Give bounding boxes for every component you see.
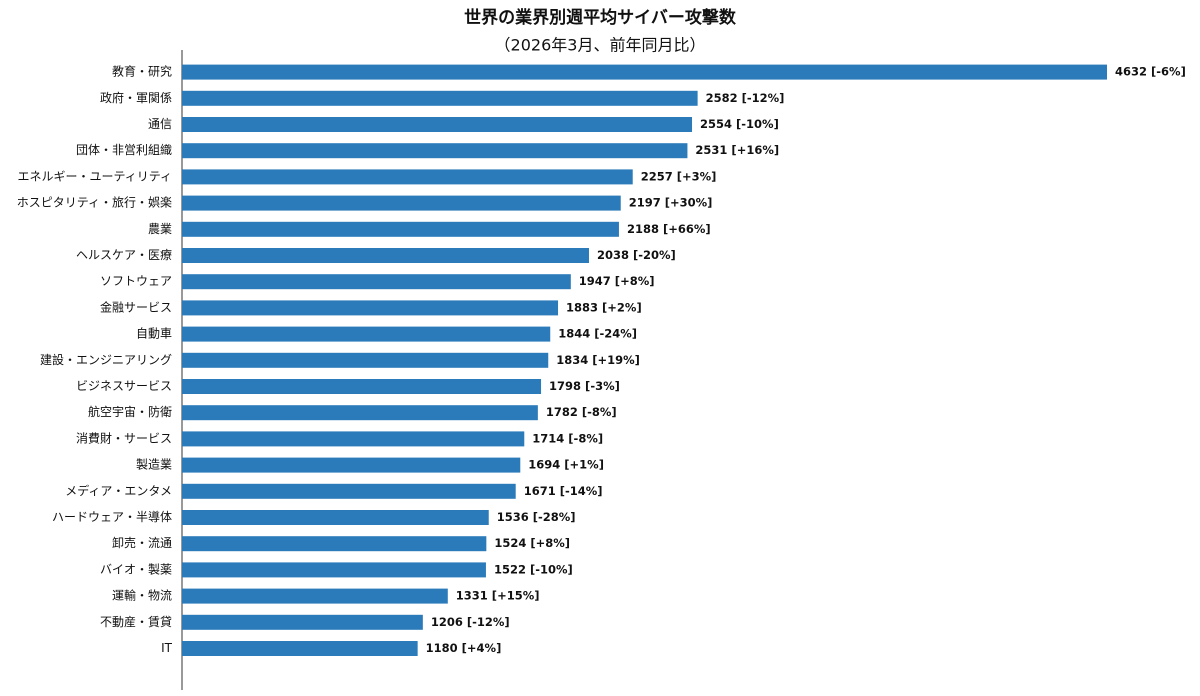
category-label: ヘルスケア・医療 bbox=[76, 248, 172, 262]
bar bbox=[182, 300, 559, 316]
category-label: 金融サービス bbox=[100, 299, 172, 314]
bar bbox=[182, 248, 589, 263]
value-label: 2197 [+30%] bbox=[629, 196, 713, 210]
bar bbox=[182, 614, 423, 630]
bar bbox=[182, 195, 621, 211]
category-label: 消費財・サービス bbox=[76, 430, 172, 445]
category-label: 運輸・物流 bbox=[112, 588, 172, 603]
value-label: 4632 [-6%] bbox=[1115, 65, 1186, 79]
category-label: 卸売・流通 bbox=[112, 535, 172, 550]
category-label: 通信 bbox=[148, 117, 172, 131]
value-label: 1524 [+8%] bbox=[494, 536, 570, 550]
bar bbox=[182, 562, 486, 578]
bar bbox=[182, 588, 448, 604]
bar bbox=[182, 483, 516, 499]
category-label: 自動車 bbox=[136, 327, 172, 341]
value-label: 1694 [+1%] bbox=[528, 458, 604, 472]
value-label: 1522 [-10%] bbox=[494, 562, 573, 576]
category-label: ホスピタリティ・旅行・娯楽 bbox=[17, 196, 172, 210]
bar bbox=[182, 352, 549, 368]
value-label: 1844 [-24%] bbox=[558, 327, 637, 341]
category-label: バイオ・製薬 bbox=[100, 562, 172, 576]
category-label: 政府・軍関係 bbox=[100, 90, 172, 105]
value-label: 2554 [-10%] bbox=[700, 117, 779, 131]
category-label: 団体・非営利組織 bbox=[76, 143, 172, 157]
category-label: IT bbox=[161, 641, 173, 655]
value-label: 2257 [+3%] bbox=[641, 169, 717, 183]
bar bbox=[182, 431, 525, 447]
value-label: 2582 [-12%] bbox=[706, 91, 785, 105]
value-label: 1798 [-3%] bbox=[549, 379, 620, 393]
bar bbox=[182, 274, 571, 290]
category-label: 製造業 bbox=[136, 458, 172, 472]
bar bbox=[182, 326, 551, 342]
value-label: 1883 [+2%] bbox=[566, 300, 642, 314]
bar bbox=[182, 641, 418, 656]
category-label: エネルギー・ユーティリティ bbox=[17, 169, 172, 183]
value-label: 1671 [-14%] bbox=[524, 484, 603, 498]
category-label: ソフトウェア bbox=[100, 274, 172, 288]
bar bbox=[182, 405, 538, 421]
category-label: 農業 bbox=[148, 222, 172, 236]
chart-subtitle: （2026年3月、前年同月比） bbox=[495, 36, 706, 55]
chart-title: 世界の業界別週平均サイバー攻撃数 bbox=[464, 7, 737, 28]
category-label: 建設・エンジニアリング bbox=[40, 352, 172, 367]
bar bbox=[182, 90, 698, 106]
category-label: 教育・研究 bbox=[112, 64, 172, 79]
bar bbox=[182, 536, 487, 552]
bar bbox=[182, 64, 1107, 80]
category-label: メディア・エンタメ bbox=[65, 483, 172, 498]
bar bbox=[182, 169, 633, 185]
value-label: 1834 [+19%] bbox=[556, 353, 640, 367]
category-label: 不動産・賃貸 bbox=[100, 614, 172, 629]
value-label: 2188 [+66%] bbox=[627, 222, 711, 236]
bar bbox=[182, 221, 619, 237]
bar bbox=[182, 117, 693, 132]
value-label: 2038 [-20%] bbox=[597, 248, 676, 262]
category-label: 航空宇宙・防衛 bbox=[88, 404, 172, 419]
value-label: 1714 [-8%] bbox=[532, 431, 603, 445]
bar bbox=[182, 510, 489, 525]
category-label: ハードウェア・半導体 bbox=[52, 510, 172, 524]
bar bbox=[182, 457, 521, 473]
category-label: ビジネスサービス bbox=[76, 379, 172, 393]
bar bbox=[182, 143, 688, 159]
value-label: 1782 [-8%] bbox=[546, 405, 617, 419]
value-label: 1947 [+8%] bbox=[579, 274, 655, 288]
bar bbox=[182, 379, 542, 394]
value-label: 1331 [+15%] bbox=[456, 589, 540, 603]
value-label: 2531 [+16%] bbox=[695, 143, 779, 157]
value-label: 1206 [-12%] bbox=[431, 615, 510, 629]
value-label: 1536 [-28%] bbox=[497, 510, 576, 524]
value-label: 1180 [+4%] bbox=[426, 641, 502, 655]
